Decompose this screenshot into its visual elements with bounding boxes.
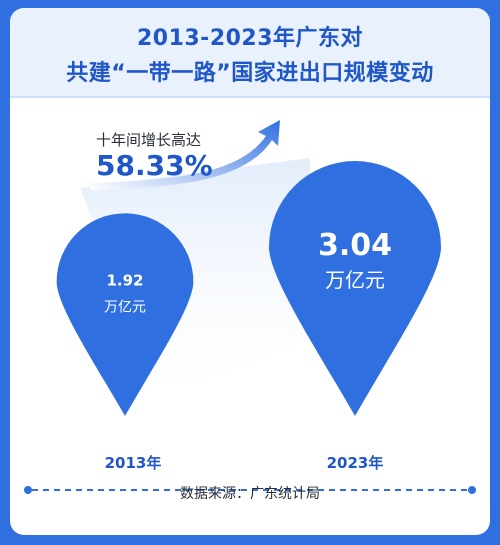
drop-mark-2 [269,161,441,416]
infographic-card: 2013-2023年广东对 共建“一带一路”国家进出口规模变动 1.92 万亿元 3… [10,8,490,535]
drop-unit-label-1: 万亿元 [104,300,146,316]
title-line-2: 共建“一带一路”国家进出口规模变动 [66,61,434,86]
drop-value-label-2: 3.04 [318,228,392,263]
drop-mark-1 [56,213,194,416]
growth-arrow-icon [90,120,280,190]
category-label-2: 2023年 [327,454,384,472]
drop-value-label-1: 1.92 [106,272,143,290]
drop-chart: 1.92 万亿元 3.04 万亿元 2013年 2023年 [24,120,476,494]
title-line-1: 2013-2023年广东对 [136,26,364,51]
divider-dot-1 [24,486,32,494]
growth-value: 58.33% [96,149,213,182]
drop-unit-label-2: 万亿元 [325,268,385,292]
data-source-note: 数据来源：广东统计局 [180,486,320,502]
growth-label: 十年间增长高达 [96,131,202,149]
divider-dot-2 [468,486,476,494]
title-banner: 2013-2023年广东对 共建“一带一路”国家进出口规模变动 [10,8,490,98]
category-label-1: 2013年 [105,454,162,472]
